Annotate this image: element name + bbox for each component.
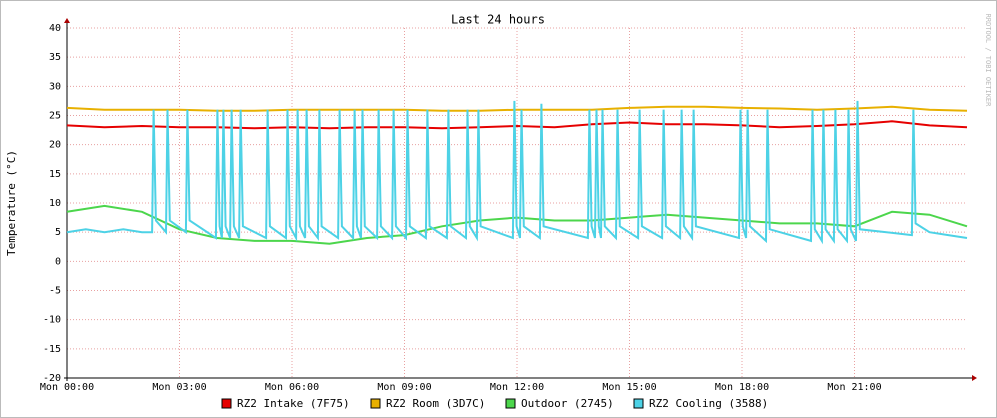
y-tick-label: 10 [49, 198, 61, 209]
x-tick-label: Mon 21:00 [827, 382, 881, 393]
legend-swatch [633, 398, 644, 409]
y-axis-label: Temperature (°C) [5, 150, 18, 256]
legend-label: RZ2 Room (3D7C) [386, 397, 485, 410]
x-tick-label: Mon 18:00 [715, 382, 769, 393]
y-tick-label: 25 [49, 111, 61, 122]
legend-label: Outdoor (2745) [521, 397, 614, 410]
y-tick-label: 20 [49, 140, 61, 151]
side-text: RRDTOOL / TOBI OETIKER [984, 14, 992, 108]
y-tick-label: 30 [49, 81, 61, 92]
y-tick-label: 35 [49, 52, 61, 63]
axis-arrow [64, 18, 70, 23]
legend-label: RZ2 Intake (7F75) [237, 397, 350, 410]
y-tick-label: -20 [43, 373, 61, 384]
legend-swatch [505, 398, 516, 409]
x-tick-label: Mon 12:00 [490, 382, 544, 393]
chart-title: Last 24 hours [451, 13, 545, 27]
x-tick-label: Mon 03:00 [152, 382, 206, 393]
y-tick-label: 15 [49, 169, 61, 180]
y-tick-label: 40 [49, 23, 61, 34]
legend-swatch [370, 398, 381, 409]
y-tick-label: -10 [43, 315, 61, 326]
y-tick-label: 5 [55, 227, 61, 238]
y-tick-label: -5 [49, 286, 61, 297]
legend-swatch [221, 398, 232, 409]
legend-label: RZ2 Cooling (3588) [649, 397, 768, 410]
x-tick-label: Mon 00:00 [40, 382, 94, 393]
x-tick-label: Mon 06:00 [265, 382, 319, 393]
x-tick-label: Mon 09:00 [377, 382, 431, 393]
series-line [66, 100, 968, 245]
y-tick-label: -15 [43, 344, 61, 355]
y-tick-label: 0 [55, 256, 61, 267]
x-tick-label: Mon 15:00 [602, 382, 656, 393]
axis-arrow [972, 375, 977, 381]
